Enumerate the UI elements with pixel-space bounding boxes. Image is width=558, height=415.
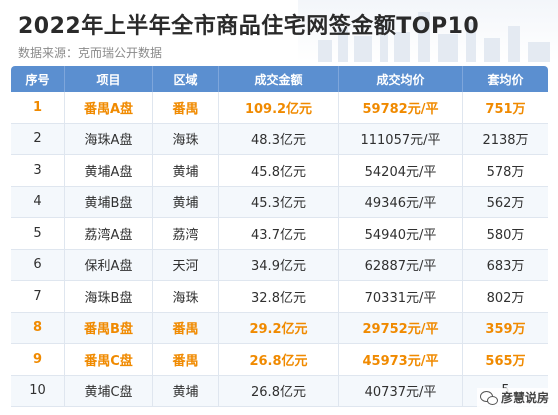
cell-unit-price: 565万	[485, 353, 526, 369]
cell-rank: 2	[11, 123, 65, 154]
cell-district: 荔湾	[153, 218, 219, 249]
cell-project: 番禺A盘	[65, 92, 153, 123]
cell-district: 海珠	[153, 123, 219, 154]
cell-unit-price: 359万	[485, 322, 526, 338]
cell-district: 黄埔	[153, 375, 219, 406]
cell-project: 黄埔B盘	[65, 186, 153, 217]
cell-amount: 43.7亿元	[219, 218, 339, 249]
cell-avg-price: 49346元/平	[339, 186, 463, 217]
cell-district: 黄埔	[153, 155, 219, 186]
cell-rank: 1	[11, 92, 65, 123]
table-row: 2 海珠A盘 海珠 48.3亿元 111057元/平 2138万	[11, 123, 548, 155]
table-row: 3 黄埔A盘 黄埔 45.8亿元 54204元/平 578万	[11, 155, 548, 187]
cell-rank: 9	[11, 344, 65, 375]
cell-project: 黄埔C盘	[65, 375, 153, 406]
cell-unit-price: 578万	[486, 164, 525, 180]
cell-unit-price: 683万	[486, 259, 525, 275]
cell-project: 海珠A盘	[65, 123, 153, 154]
cell-amount: 45.8亿元	[219, 155, 339, 186]
cell-amount: 109.2亿元	[219, 92, 339, 123]
cell-project: 荔湾A盘	[65, 218, 153, 249]
col-header-avg-price: 成交均价	[339, 66, 463, 92]
cell-district: 海珠	[153, 281, 219, 312]
cell-district: 番禺	[153, 92, 219, 123]
col-header-district: 区域	[153, 66, 219, 92]
cell-amount: 26.8亿元	[219, 344, 339, 375]
table-row: 9 番禺C盘 番禺 26.8亿元 45973元/平 565万	[11, 344, 548, 376]
cell-avg-price: 59782元/平	[339, 92, 463, 123]
cell-avg-price: 62887元/平	[339, 249, 463, 280]
cell-rank: 3	[11, 155, 65, 186]
watermark-text: 彦慧说房	[500, 391, 549, 405]
cell-amount: 48.3亿元	[219, 123, 339, 154]
cell-avg-price: 29752元/平	[339, 312, 463, 343]
cell-unit-price: 580万	[486, 227, 525, 243]
cell-rank: 5	[11, 218, 65, 249]
table-row: 4 黄埔B盘 黄埔 45.3亿元 49346元/平 562万	[11, 186, 548, 218]
cell-rank: 4	[11, 186, 65, 217]
data-source: 数据来源：克而瑞公开数据	[18, 46, 163, 60]
cell-district: 天河	[153, 249, 219, 280]
table-body: 1 番禺A盘 番禺 109.2亿元 59782元/平 751万 2 海珠A盘 海珠 48.3亿元 1…	[11, 92, 548, 407]
table-row: 7 海珠B盘 海珠 32.8亿元 70331元/平 802万	[11, 281, 548, 313]
cell-avg-price: 54940元/平	[339, 218, 463, 249]
cell-unit-price: 562万	[486, 196, 525, 212]
cell-project: 番禺C盘	[65, 344, 153, 375]
cell-amount: 45.3亿元	[219, 186, 339, 217]
table-header: 序号 项目 区域 成交金额 成交均价 套均价	[11, 66, 548, 92]
cell-unit-price: 802万	[486, 290, 525, 306]
cell-avg-price: 40737元/平	[339, 375, 463, 406]
cell-unit-price: 2138万	[482, 133, 529, 149]
cell-unit-price: 751万	[485, 101, 526, 117]
ranking-table: 序号 项目 区域 成交金额 成交均价 套均价 1 番禺A盘 番禺 109.2亿元 597…	[11, 66, 548, 408]
watermark: 彦慧说房	[476, 388, 552, 407]
col-header-amount: 成交金额	[219, 66, 339, 92]
cell-project: 海珠B盘	[65, 281, 153, 312]
wechat-icon	[479, 390, 498, 405]
col-header-rank: 序号	[11, 66, 65, 92]
cell-project: 黄埔A盘	[65, 155, 153, 186]
col-header-unit-price: 套均价	[487, 72, 524, 87]
col-header-project: 项目	[65, 66, 153, 92]
cell-amount: 32.8亿元	[219, 281, 339, 312]
cell-project: 保利A盘	[65, 249, 153, 280]
cell-rank: 6	[11, 249, 65, 280]
table-row: 8 番禺B盘 番禺 29.2亿元 29752元/平 359万	[11, 312, 548, 344]
cell-amount: 34.9亿元	[219, 249, 339, 280]
cell-rank: 8	[11, 312, 65, 343]
table-row: 5 荔湾A盘 荔湾 43.7亿元 54940元/平 580万	[11, 218, 548, 250]
cell-district: 番禺	[153, 344, 219, 375]
table-row: 6 保利A盘 天河 34.9亿元 62887元/平 683万	[11, 249, 548, 281]
cell-rank: 7	[11, 281, 65, 312]
cell-rank: 10	[11, 375, 65, 406]
cell-avg-price: 45973元/平	[339, 344, 463, 375]
skyline-decoration	[298, 0, 558, 62]
cell-avg-price: 54204元/平	[339, 155, 463, 186]
page-title: 2022年上半年全市商品住宅网签金额TOP10	[18, 14, 480, 39]
cell-avg-price: 70331元/平	[339, 281, 463, 312]
cell-project: 番禺B盘	[65, 312, 153, 343]
table-row: 1 番禺A盘 番禺 109.2亿元 59782元/平 751万	[11, 92, 548, 124]
cell-amount: 26.8亿元	[219, 375, 339, 406]
cell-district: 番禺	[153, 312, 219, 343]
cell-avg-price: 111057元/平	[339, 123, 463, 154]
cell-amount: 29.2亿元	[219, 312, 339, 343]
cell-district: 黄埔	[153, 186, 219, 217]
